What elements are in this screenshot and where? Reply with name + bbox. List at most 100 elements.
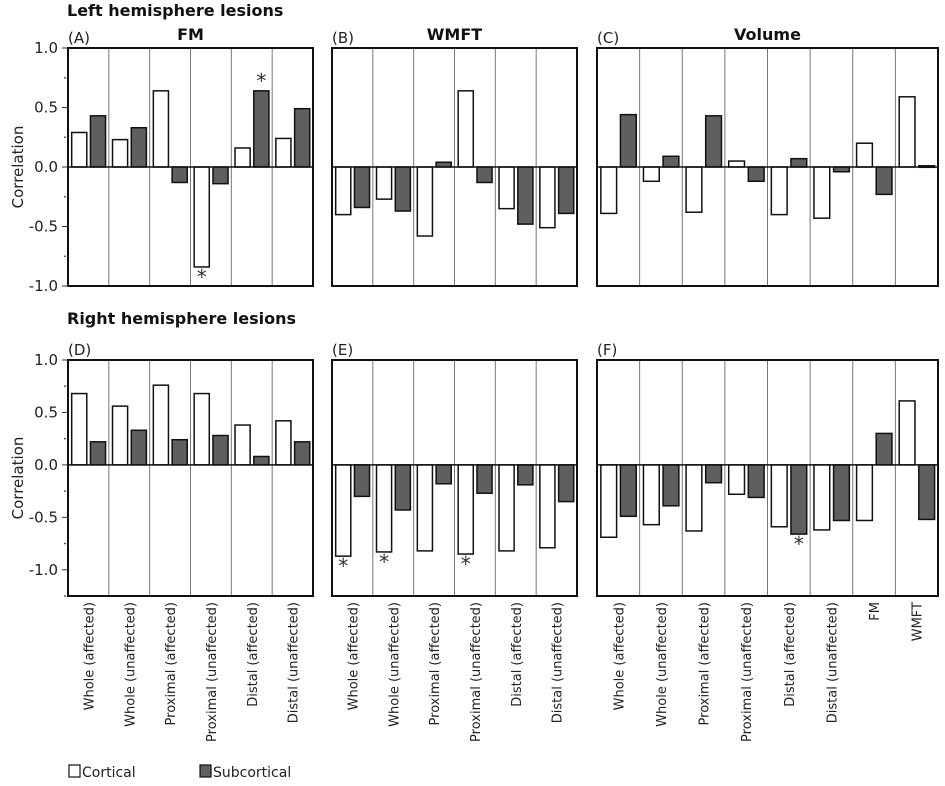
legend-swatch-cortical (68, 764, 81, 778)
bar-subcortical-0 (89, 115, 107, 168)
bar-cortical-3 (193, 392, 211, 466)
y-minor-tick (64, 542, 66, 545)
bar-cortical-2 (685, 166, 703, 213)
x-tick-label: FM (868, 602, 883, 621)
bar-subcortical-3 (476, 166, 493, 184)
bar-cortical-6 (855, 464, 874, 522)
bar-subcortical-2 (171, 166, 188, 184)
bar-cortical-2 (416, 166, 434, 237)
y-tick-label: -1.0 (29, 277, 58, 295)
bar-cortical-3 (727, 464, 746, 496)
bar-cortical-0 (70, 131, 88, 168)
y-minor-tick (64, 385, 66, 388)
x-tick-label: Distal (unaffected) (287, 602, 302, 723)
bar-cortical-4 (498, 166, 515, 210)
panel-label: (E) (332, 341, 353, 359)
bar-subcortical-0 (89, 441, 107, 466)
panel-label: (B) (332, 29, 354, 47)
bar-subcortical-4 (517, 464, 534, 486)
bar-cortical-0 (600, 464, 618, 539)
panel-frame (67, 359, 314, 597)
y-tick-label: 0.5 (34, 403, 58, 421)
bar-cortical-4 (234, 424, 251, 466)
x-tick-label: Whole (affected) (82, 602, 97, 710)
bar-subcortical-1 (394, 166, 412, 212)
x-tick-label: Proximal (unaffected) (740, 602, 755, 742)
y-tick-label: -0.5 (29, 508, 58, 526)
bar-cortical-4 (234, 147, 251, 168)
panel-frame (596, 359, 939, 597)
bar-subcortical-1 (394, 464, 412, 511)
x-tick-label: Proximal (affected) (164, 602, 179, 725)
bar-subcortical-0 (619, 113, 637, 168)
bar-subcortical-2 (171, 438, 188, 466)
y-tick-label: 1.0 (34, 39, 58, 57)
significance-asterisk: * (794, 532, 804, 556)
x-tick-label: Whole (unaffected) (387, 602, 402, 727)
x-tick-label: WMFT (911, 602, 926, 641)
bar-subcortical-2 (435, 464, 452, 485)
y-axis-label: Correlation (9, 437, 27, 520)
bar-subcortical-4 (253, 90, 270, 168)
y-minor-tick (64, 76, 66, 79)
bar-cortical-3 (193, 166, 211, 268)
bar-subcortical-2 (704, 464, 723, 484)
y-tick-label: 0.0 (34, 456, 58, 474)
bar-subcortical-6 (875, 166, 893, 196)
bar-cortical-1 (375, 166, 393, 200)
bar-cortical-5 (539, 464, 556, 549)
bar-cortical-4 (770, 166, 788, 216)
y-minor-tick (64, 195, 66, 198)
bar-subcortical-2 (704, 115, 723, 168)
bar-cortical-1 (375, 464, 393, 553)
x-tick-label: Distal (affected) (783, 602, 798, 707)
y-minor-tick (64, 437, 66, 440)
bar-subcortical-3 (212, 434, 229, 466)
y-minor-tick (64, 490, 66, 493)
bar-subcortical-5 (557, 464, 575, 503)
x-tick-label: Proximal (unaffected) (469, 602, 484, 742)
panel-title: WMFT (427, 25, 483, 44)
bar-subcortical-5 (293, 441, 311, 466)
bar-cortical-1 (111, 138, 129, 168)
significance-asterisk: * (197, 265, 207, 289)
bar-subcortical-4 (790, 464, 808, 535)
bar-cortical-3 (457, 464, 475, 555)
bar-subcortical-5 (293, 107, 311, 168)
bar-subcortical-0 (619, 464, 637, 518)
bar-cortical-5 (275, 420, 292, 466)
x-tick-label: Proximal (unaffected) (205, 602, 220, 742)
x-tick-label: Distal (affected) (510, 602, 525, 707)
panel-label: (F) (597, 341, 617, 359)
bar-cortical-2 (152, 90, 170, 168)
bar-cortical-7 (898, 96, 916, 168)
row-title: Left hemisphere lesions (67, 1, 283, 20)
bar-cortical-6 (855, 142, 874, 168)
x-tick-label: Whole (unaffected) (123, 602, 138, 727)
bar-cortical-2 (685, 464, 703, 532)
bar-cortical-3 (727, 160, 746, 168)
bar-cortical-0 (334, 464, 352, 557)
y-minor-tick (64, 255, 66, 258)
bar-subcortical-1 (662, 155, 680, 168)
bar-subcortical-5 (557, 166, 575, 215)
panel-frame (596, 47, 939, 287)
x-tick-label: Whole (affected) (346, 602, 361, 710)
bar-subcortical-6 (875, 432, 893, 466)
significance-asterisk: * (379, 550, 389, 574)
bar-subcortical-4 (517, 166, 534, 225)
panel-label: (C) (597, 29, 619, 47)
y-minor-tick (64, 595, 66, 597)
x-tick-label: Distal (affected) (246, 602, 261, 707)
panel-frame (331, 359, 578, 597)
y-tick-label: -0.5 (29, 218, 58, 236)
bar-cortical-7 (898, 400, 916, 466)
x-tick-label: Proximal (affected) (428, 602, 443, 725)
bar-cortical-5 (275, 137, 292, 168)
bar-cortical-1 (642, 464, 660, 526)
legend-swatch-subcortical (199, 764, 212, 778)
bar-subcortical-3 (212, 166, 229, 185)
panel-label: (D) (68, 341, 91, 359)
legend-label-cortical: Cortical (82, 765, 136, 781)
